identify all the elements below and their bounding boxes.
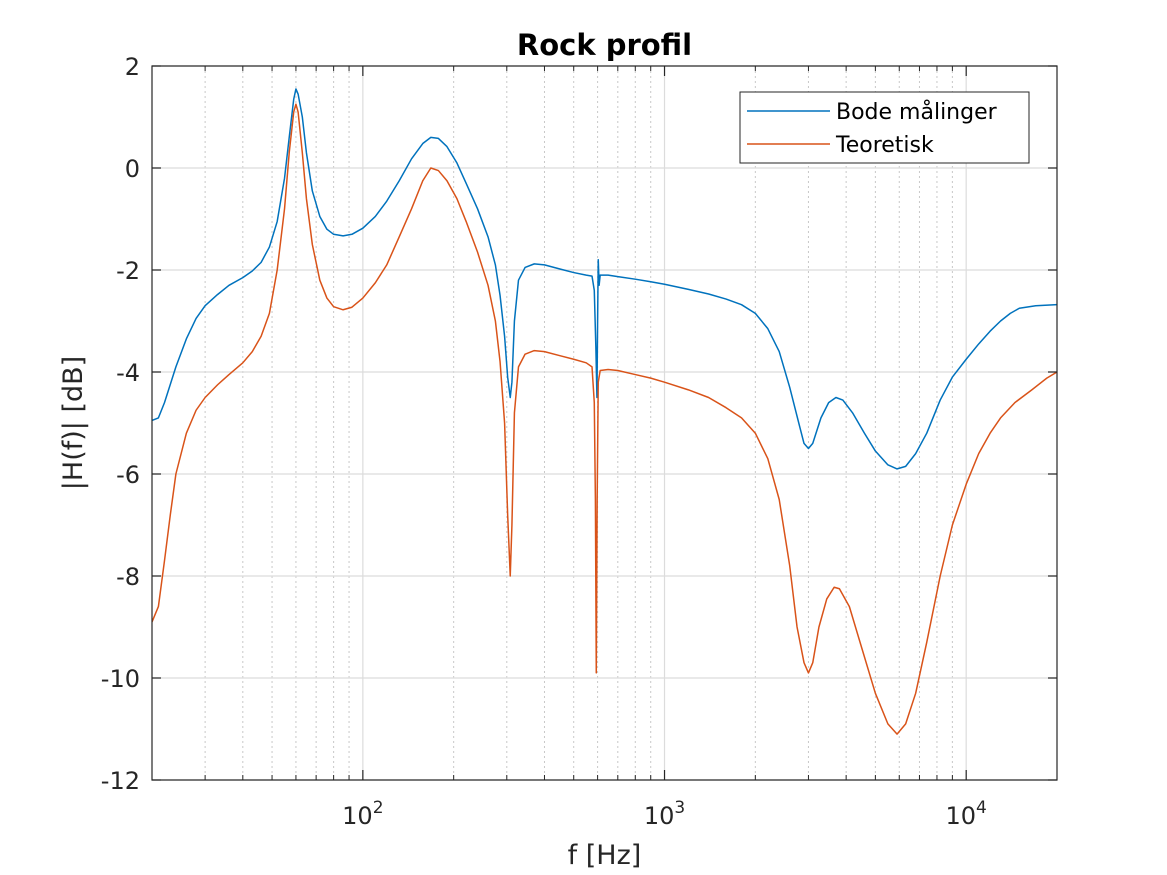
- x-axis-label: f [Hz]: [568, 840, 642, 871]
- y-tick-label: 0: [125, 155, 140, 183]
- legend-box: [739, 91, 1030, 164]
- y-axis-label: |H(f)| [dB]: [58, 356, 89, 490]
- legend: Bode målinger Teoretisk: [739, 91, 1030, 164]
- series-line-0: [152, 88, 1057, 470]
- legend-label-teoretisk: Teoretisk: [835, 133, 934, 158]
- x-tick-label-exponent: 4: [976, 798, 987, 818]
- y-tick-label: -2: [116, 257, 140, 285]
- series-layer: [152, 88, 1057, 735]
- x-tick-label-base: 10: [342, 802, 373, 830]
- x-tick-label: 104: [946, 798, 987, 830]
- y-tick-label: 2: [125, 53, 140, 81]
- y-tick-label: -12: [101, 767, 140, 795]
- minor-grid: [151, 66, 1058, 780]
- legend-label-bode: Bode målinger: [836, 99, 998, 125]
- chart-title: Rock profil: [517, 28, 692, 62]
- y-tick-label: -10: [101, 665, 140, 693]
- plot-frame: [151, 65, 1058, 781]
- x-tick-label-exponent: 2: [373, 798, 384, 818]
- y-tick-label: -8: [116, 563, 140, 591]
- y-tick-label: -4: [116, 359, 140, 387]
- y-tick-label: -6: [116, 461, 140, 489]
- plot-area: [152, 66, 1057, 780]
- x-tick-label: 102: [342, 798, 383, 830]
- x-tick-label-exponent: 3: [674, 798, 685, 818]
- x-tick-label: 103: [644, 798, 685, 830]
- x-tick-label-base: 10: [946, 802, 977, 830]
- series-line-1: [152, 103, 1057, 735]
- x-tick-label-base: 10: [644, 802, 675, 830]
